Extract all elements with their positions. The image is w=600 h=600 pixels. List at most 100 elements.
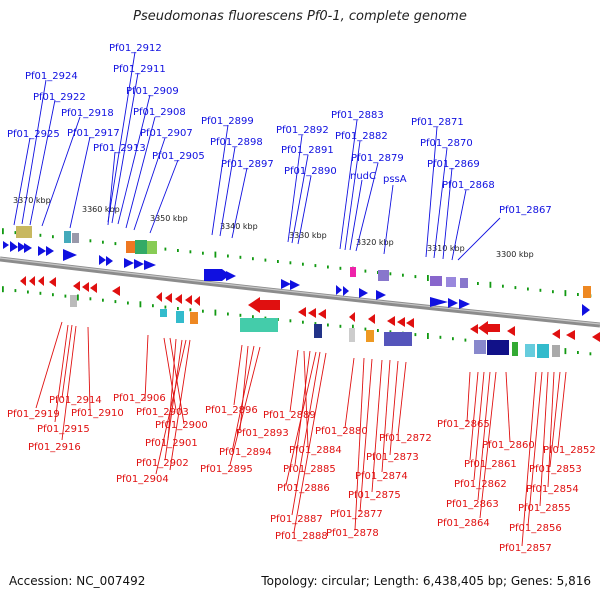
- gene-arrow[interactable]: [49, 277, 56, 287]
- gene-arrow[interactable]: [430, 297, 448, 307]
- feature-box[interactable]: [430, 276, 442, 286]
- feature-box[interactable]: [314, 324, 322, 338]
- gene-label[interactable]: Pf01_2892: [276, 125, 329, 136]
- gene-arrow[interactable]: [376, 290, 386, 300]
- gene-arrow[interactable]: [308, 308, 316, 318]
- feature-box[interactable]: [460, 278, 468, 288]
- gene-label[interactable]: Pf01_2894: [219, 447, 272, 458]
- gene-label[interactable]: Pf01_2905: [152, 151, 205, 162]
- feature-box[interactable]: [474, 340, 486, 354]
- gene-label[interactable]: Pf01_2908: [133, 107, 186, 118]
- gene-arrow[interactable]: [552, 329, 560, 339]
- feature-box[interactable]: [512, 342, 518, 356]
- gene-arrow[interactable]: [318, 309, 326, 319]
- gene-label[interactable]: Pf01_2890: [284, 166, 337, 177]
- gene-label[interactable]: Pf01_2912: [109, 43, 162, 54]
- gene-label[interactable]: Pf01_2906: [113, 393, 166, 404]
- gene-label[interactable]: Pf01_2899: [201, 116, 254, 127]
- feature-box[interactable]: [583, 286, 591, 298]
- gene-arrow[interactable]: [10, 241, 18, 252]
- gene-arrow[interactable]: [73, 281, 80, 291]
- feature-box[interactable]: [135, 240, 147, 254]
- gene-label[interactable]: Pf01_2865: [437, 419, 490, 430]
- gene-arrow[interactable]: [18, 242, 26, 252]
- gene-arrow[interactable]: [507, 326, 515, 336]
- gene-label[interactable]: Pf01_2856: [509, 523, 562, 534]
- gene-label[interactable]: Pf01_2868: [442, 180, 495, 191]
- gene-arrow[interactable]: [20, 276, 26, 286]
- feature-box[interactable]: [72, 233, 79, 243]
- gene-label[interactable]: Pf01_2916: [28, 442, 81, 453]
- gene-arrow[interactable]: [165, 293, 172, 303]
- feature-box[interactable]: [384, 332, 412, 346]
- gene-arrow[interactable]: [281, 279, 291, 289]
- gene-label[interactable]: Pf01_2886: [277, 483, 330, 494]
- gene-label[interactable]: Pf01_2863: [446, 499, 499, 510]
- gene-label[interactable]: Pf01_2914: [49, 395, 102, 406]
- gene-arrow[interactable]: [46, 246, 54, 256]
- gene-label[interactable]: Pf01_2855: [518, 503, 571, 514]
- gene-label[interactable]: Pf01_2854: [526, 484, 579, 495]
- gene-arrow[interactable]: [448, 298, 458, 308]
- gene-arrow[interactable]: [359, 288, 368, 298]
- gene-label[interactable]: Pf01_2877: [330, 509, 383, 520]
- gene-arrow[interactable]: [99, 255, 106, 265]
- gene-label[interactable]: Pf01_2919: [7, 409, 60, 420]
- feature-box[interactable]: [525, 344, 535, 357]
- gene-arrow[interactable]: [592, 332, 600, 342]
- gene-label[interactable]: Pf01_2911: [113, 64, 166, 75]
- gene-label[interactable]: Pf01_2924: [25, 71, 78, 82]
- gene-label[interactable]: Pf01_2870: [420, 138, 473, 149]
- gene-label[interactable]: Pf01_2884: [289, 445, 342, 456]
- gene-label[interactable]: Pf01_2889: [263, 410, 316, 421]
- gene-label[interactable]: Pf01_2900: [155, 420, 208, 431]
- feature-box[interactable]: [446, 277, 456, 287]
- feature-box[interactable]: [537, 344, 549, 358]
- gene-arrow[interactable]: [204, 269, 230, 281]
- gene-label[interactable]: Pf01_2883: [331, 110, 384, 121]
- gene-arrow[interactable]: [63, 249, 77, 261]
- gene-arrow[interactable]: [459, 299, 470, 309]
- gene-label[interactable]: Pf01_2857: [499, 543, 552, 554]
- gene-label[interactable]: Pf01_2901: [145, 438, 198, 449]
- gene-arrow[interactable]: [3, 241, 9, 249]
- gene-label[interactable]: pssA: [383, 174, 407, 185]
- feature-box[interactable]: [366, 330, 374, 342]
- gene-arrow[interactable]: [290, 280, 300, 290]
- gene-label[interactable]: Pf01_2861: [464, 459, 517, 470]
- gene-label[interactable]: Pf01_2909: [126, 86, 179, 97]
- gene-label[interactable]: Pf01_2907: [140, 128, 193, 139]
- gene-arrow[interactable]: [368, 314, 375, 324]
- gene-arrow[interactable]: [349, 312, 355, 322]
- gene-arrow[interactable]: [194, 296, 200, 306]
- gene-label[interactable]: Pf01_2878: [326, 528, 379, 539]
- gene-label[interactable]: Pf01_2895: [200, 464, 253, 475]
- gene-arrow[interactable]: [185, 295, 192, 305]
- feature-box[interactable]: [160, 309, 167, 317]
- gene-arrow[interactable]: [175, 294, 182, 304]
- feature-box[interactable]: [552, 345, 560, 357]
- gene-arrow[interactable]: [298, 307, 306, 317]
- gene-arrow[interactable]: [38, 246, 46, 256]
- feature-box[interactable]: [16, 226, 32, 238]
- gene-label[interactable]: Pf01_2852: [543, 445, 596, 456]
- gene-label[interactable]: Pf01_2882: [335, 131, 388, 142]
- gene-arrow[interactable]: [226, 271, 236, 281]
- gene-label[interactable]: Pf01_2898: [210, 137, 263, 148]
- gene-label[interactable]: Pf01_2875: [348, 490, 401, 501]
- gene-arrow[interactable]: [397, 317, 405, 327]
- gene-arrow[interactable]: [387, 316, 395, 326]
- gene-label[interactable]: Pf01_2874: [355, 471, 408, 482]
- gene-label[interactable]: Pf01_2880: [315, 426, 368, 437]
- feature-box[interactable]: [350, 267, 356, 277]
- gene-arrow[interactable]: [470, 324, 478, 334]
- gene-label[interactable]: Pf01_2871: [411, 117, 464, 128]
- gene-label[interactable]: Pf01_2860: [482, 440, 535, 451]
- gene-arrow[interactable]: [566, 330, 575, 340]
- feature-box[interactable]: [147, 241, 157, 254]
- gene-label[interactable]: Pf01_2891: [281, 145, 334, 156]
- gene-label[interactable]: Pf01_2896: [205, 405, 258, 416]
- gene-label[interactable]: Pf01_2893: [236, 428, 289, 439]
- feature-box[interactable]: [70, 295, 77, 307]
- gene-label[interactable]: Pf01_2873: [366, 452, 419, 463]
